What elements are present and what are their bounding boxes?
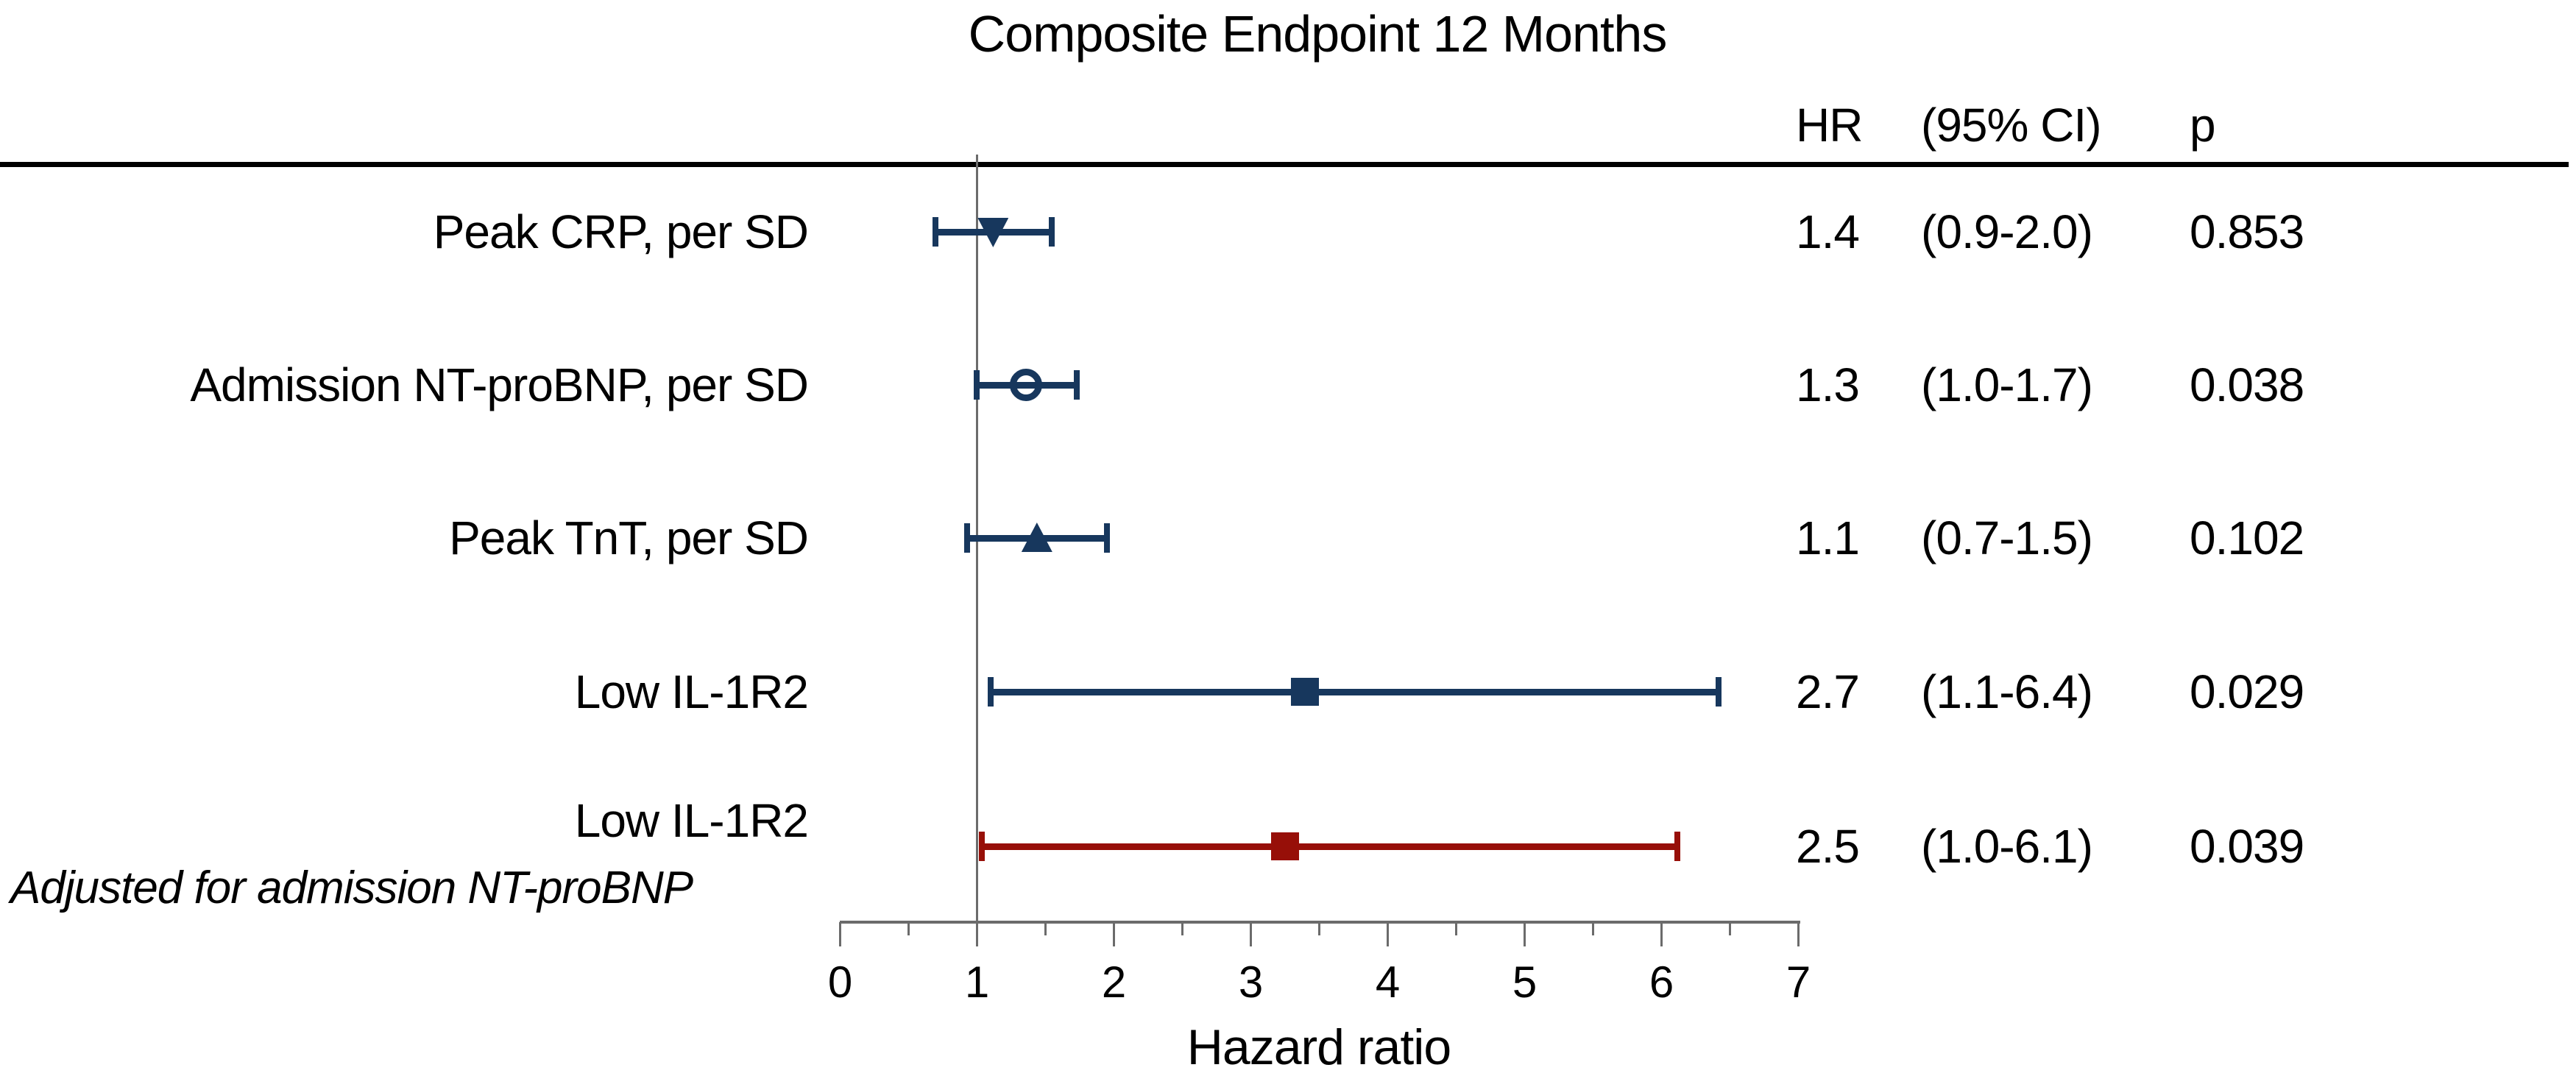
x-major-tick bbox=[1112, 922, 1115, 946]
x-major-tick bbox=[975, 922, 978, 946]
x-tick-label: 1 bbox=[964, 957, 989, 1007]
p-value: 0.039 bbox=[2190, 820, 2304, 873]
hr-value: 1.3 bbox=[1796, 358, 1860, 411]
ci-whisker-cap bbox=[1716, 677, 1722, 707]
x-minor-tick bbox=[1044, 922, 1047, 935]
x-axis-title: Hazard ratio bbox=[1186, 1019, 1451, 1075]
p-value: 0.853 bbox=[2190, 205, 2304, 258]
hr-value: 2.5 bbox=[1796, 820, 1860, 873]
hr-value: 1.1 bbox=[1796, 511, 1860, 564]
ci-value: (0.9-2.0) bbox=[1921, 205, 2093, 258]
adjustment-footnote: Adjusted for admission NT-proBNP bbox=[10, 863, 693, 913]
x-major-tick bbox=[838, 922, 841, 946]
ci-whisker-line bbox=[982, 843, 1678, 850]
hr-value: 2.7 bbox=[1796, 665, 1860, 718]
row-label-peak-crp: Peak CRP, per SD bbox=[433, 205, 809, 258]
x-major-tick bbox=[1797, 922, 1800, 946]
ci-whisker-cap bbox=[1073, 370, 1080, 400]
x-minor-tick bbox=[1181, 922, 1183, 935]
x-tick-label: 5 bbox=[1512, 957, 1537, 1007]
ci-whisker-cap bbox=[963, 523, 970, 553]
header-divider-line bbox=[0, 162, 2569, 167]
ci-value: (0.7-1.5) bbox=[1921, 511, 2093, 564]
column-header-hr: HR bbox=[1796, 99, 1863, 152]
ci-whisker-cap bbox=[1049, 217, 1055, 247]
ci-whisker-cap bbox=[933, 217, 939, 247]
x-axis-line bbox=[840, 921, 1800, 924]
chart-title: Composite Endpoint 12 Months bbox=[968, 5, 1668, 63]
ci-value: (1.1-6.4) bbox=[1921, 665, 2093, 718]
x-tick-label: 0 bbox=[827, 957, 852, 1007]
x-minor-tick bbox=[907, 922, 910, 935]
x-minor-tick bbox=[1454, 922, 1457, 935]
marker-square-icon bbox=[1291, 678, 1320, 706]
ci-value: (1.0-1.7) bbox=[1921, 358, 2093, 411]
x-tick-label: 3 bbox=[1238, 957, 1263, 1007]
x-minor-tick bbox=[1591, 922, 1594, 935]
ci-whisker-cap bbox=[987, 677, 994, 707]
x-major-tick bbox=[1249, 922, 1252, 946]
p-value: 0.102 bbox=[2190, 511, 2304, 564]
ci-whisker-cap bbox=[979, 832, 986, 861]
ci-value: (1.0-6.1) bbox=[1921, 820, 2093, 873]
x-tick-label: 7 bbox=[1786, 957, 1811, 1007]
row-label-admission-ntprobnp: Admission NT-proBNP, per SD bbox=[190, 358, 809, 411]
p-value: 0.038 bbox=[2190, 358, 2304, 411]
marker-open-circle-icon bbox=[1009, 369, 1042, 401]
ci-whisker-cap bbox=[1103, 523, 1110, 553]
ci-whisker-line bbox=[990, 689, 1719, 695]
p-value: 0.029 bbox=[2190, 665, 2304, 718]
x-minor-tick bbox=[1317, 922, 1320, 935]
x-minor-tick bbox=[1728, 922, 1731, 935]
row-label-low-il1r2-adjusted: Low IL-1R2 bbox=[574, 794, 809, 847]
x-tick-label: 2 bbox=[1101, 957, 1126, 1007]
hr-value: 1.4 bbox=[1796, 205, 1860, 258]
x-major-tick bbox=[1386, 922, 1389, 946]
x-tick-label: 6 bbox=[1649, 957, 1674, 1007]
row-label-low-il1r2: Low IL-1R2 bbox=[574, 665, 809, 718]
column-header-ci: (95% CI) bbox=[1921, 99, 2101, 152]
x-tick-label: 4 bbox=[1375, 957, 1400, 1007]
marker-square-icon bbox=[1270, 832, 1299, 860]
column-header-p: p bbox=[2190, 99, 2216, 152]
x-major-tick bbox=[1660, 922, 1663, 946]
row-label-peak-tnt: Peak TnT, per SD bbox=[449, 511, 809, 564]
ci-whisker-cap bbox=[1674, 832, 1681, 861]
ci-whisker-cap bbox=[974, 370, 980, 400]
x-major-tick bbox=[1523, 922, 1526, 946]
